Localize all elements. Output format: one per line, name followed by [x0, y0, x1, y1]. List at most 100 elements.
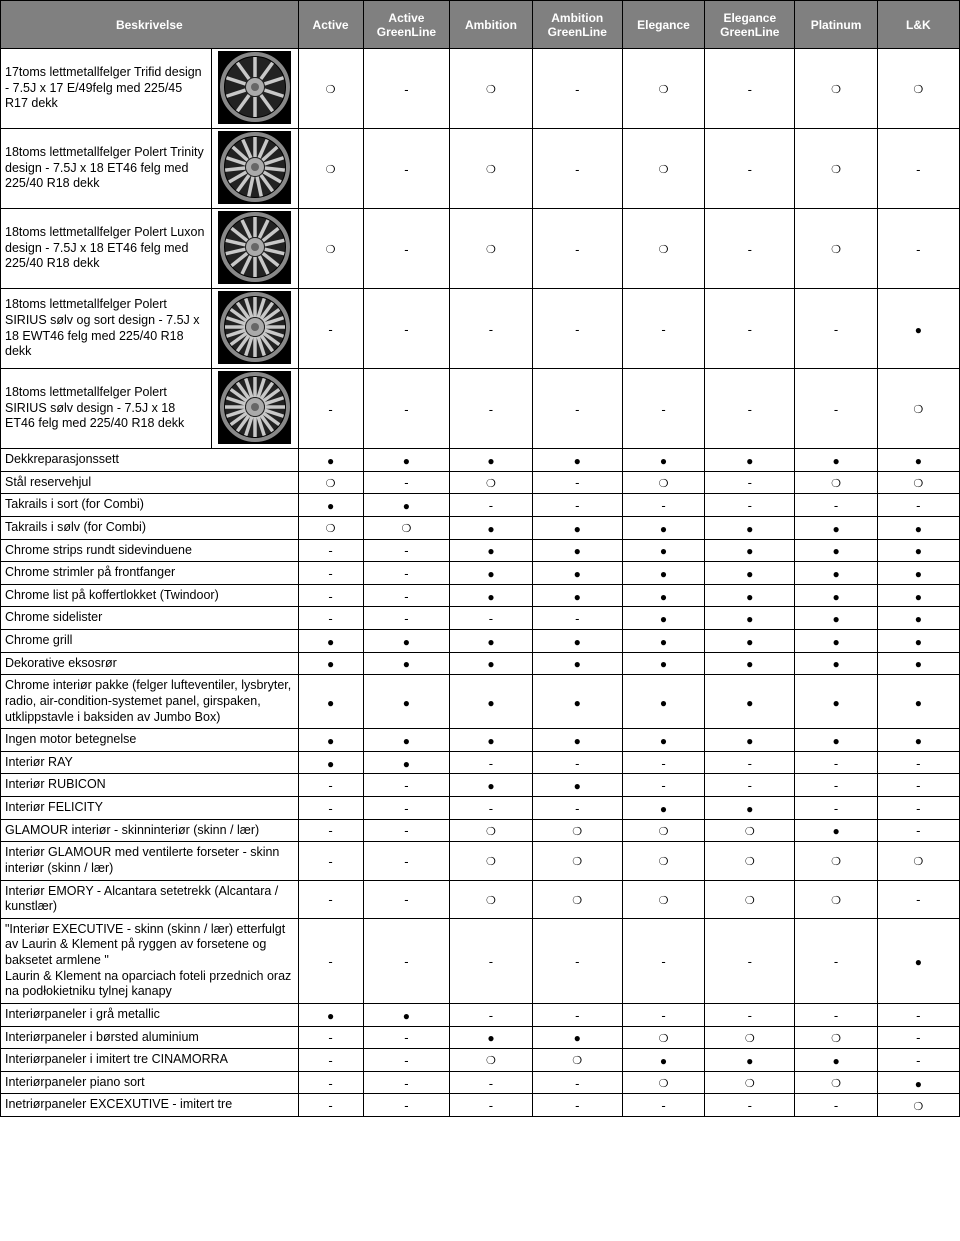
standard-icon	[403, 732, 410, 748]
row-2-val-4	[622, 494, 704, 517]
table-row: Dekorative eksosrør	[1, 652, 960, 675]
wheel-1-val-1	[363, 129, 450, 209]
na-icon	[661, 401, 665, 417]
wheel-1-val-3	[532, 129, 622, 209]
table-row: Interiør GLAMOUR med ventilerte forseter…	[1, 842, 960, 880]
row-3-val-7	[877, 516, 959, 539]
row-3-val-2	[450, 516, 532, 539]
table-row: Interiør FELICITY	[1, 797, 960, 820]
row-8-val-0	[298, 630, 363, 653]
row-15-val-5	[705, 819, 795, 842]
row-description: "Interiør EXECUTIVE - skinn (skinn / lær…	[1, 918, 299, 1003]
header-col-2: Ambition	[450, 1, 532, 49]
wheel-3-val-1	[363, 289, 450, 369]
row-11-val-6	[795, 729, 877, 752]
row-12-val-3	[532, 751, 622, 774]
row-14-val-3	[532, 797, 622, 820]
row-6-val-1	[363, 584, 450, 607]
standard-icon	[660, 452, 667, 468]
row-12-val-7	[877, 751, 959, 774]
na-icon	[489, 1007, 493, 1023]
na-icon	[328, 542, 332, 558]
header-col-6: Platinum	[795, 1, 877, 49]
na-icon	[661, 1007, 665, 1023]
na-icon	[404, 1029, 408, 1045]
row-2-val-6	[795, 494, 877, 517]
row-7-val-1	[363, 607, 450, 630]
row-5-val-7	[877, 562, 959, 585]
wheel-0-val-5	[705, 49, 795, 129]
standard-icon	[746, 565, 753, 581]
wheel-0-val-2	[450, 49, 532, 129]
row-21-val-4	[622, 1049, 704, 1072]
wheel-2-val-4	[622, 209, 704, 289]
wheel-4-val-5	[705, 369, 795, 449]
optional-icon	[831, 1029, 841, 1045]
na-icon	[916, 891, 920, 907]
na-icon	[404, 1097, 408, 1113]
table-row: "Interiør EXECUTIVE - skinn (skinn / lær…	[1, 918, 960, 1003]
row-17-val-7	[877, 880, 959, 918]
row-9-val-2	[450, 652, 532, 675]
standard-icon	[327, 694, 334, 710]
row-9-val-1	[363, 652, 450, 675]
optional-icon	[486, 240, 496, 256]
row-12-val-0	[298, 751, 363, 774]
na-icon	[575, 321, 579, 337]
na-icon	[748, 321, 752, 337]
table-row: Inetriørpaneler EXCEXUTIVE - imitert tre	[1, 1094, 960, 1117]
na-icon	[748, 1097, 752, 1113]
row-15-val-6	[795, 819, 877, 842]
na-icon	[404, 474, 408, 490]
row-description: GLAMOUR interiør - skinninteriør (skinn …	[1, 819, 299, 842]
row-1-val-7	[877, 471, 959, 494]
row-10-val-0	[298, 675, 363, 729]
row-13-val-3	[532, 774, 622, 797]
standard-icon	[915, 321, 922, 337]
row-17-val-1	[363, 880, 450, 918]
row-14-val-4	[622, 797, 704, 820]
row-6-val-7	[877, 584, 959, 607]
na-icon	[404, 565, 408, 581]
standard-icon	[327, 497, 334, 513]
standard-icon	[574, 565, 581, 581]
table-row: Interiør RAY	[1, 751, 960, 774]
wheel-image	[211, 289, 298, 369]
na-icon	[575, 1007, 579, 1023]
optional-icon	[831, 474, 841, 490]
na-icon	[834, 401, 838, 417]
na-icon	[575, 953, 579, 969]
wheel-1-val-2	[450, 129, 532, 209]
na-icon	[575, 497, 579, 513]
row-0-val-3	[532, 449, 622, 472]
wheel-1-val-0	[298, 129, 363, 209]
na-icon	[748, 474, 752, 490]
standard-icon	[487, 732, 494, 748]
standard-icon	[832, 655, 839, 671]
na-icon	[404, 241, 408, 257]
table-row: Takrails i sølv (for Combi)	[1, 516, 960, 539]
optional-icon	[913, 852, 923, 868]
table-row: Chrome list på koffertlokket (Twindoor)	[1, 584, 960, 607]
standard-icon	[832, 694, 839, 710]
standard-icon	[746, 452, 753, 468]
na-icon	[328, 565, 332, 581]
row-8-val-5	[705, 630, 795, 653]
wheel-icon	[218, 291, 291, 364]
row-8-val-1	[363, 630, 450, 653]
row-13-val-6	[795, 774, 877, 797]
optional-icon	[486, 891, 496, 907]
na-icon	[575, 1075, 579, 1091]
na-icon	[489, 321, 493, 337]
row-22-val-5	[705, 1071, 795, 1094]
row-description: 18toms lettmetallfelger Polert SIRIUS sø…	[1, 369, 212, 449]
row-0-val-1	[363, 449, 450, 472]
standard-icon	[403, 655, 410, 671]
na-icon	[489, 401, 493, 417]
optional-icon	[745, 1074, 755, 1090]
standard-icon	[832, 565, 839, 581]
row-1-val-4	[622, 471, 704, 494]
row-8-val-2	[450, 630, 532, 653]
wheel-image	[211, 129, 298, 209]
optional-icon	[831, 160, 841, 176]
